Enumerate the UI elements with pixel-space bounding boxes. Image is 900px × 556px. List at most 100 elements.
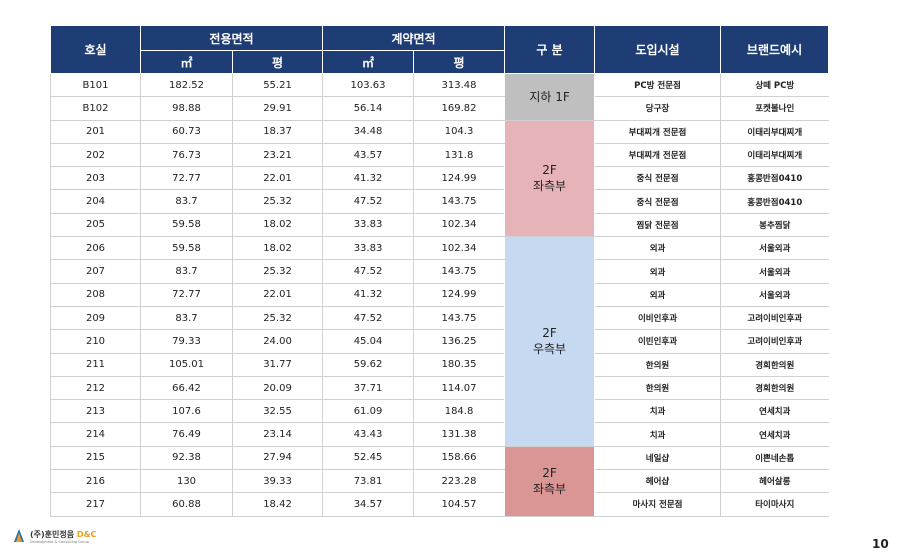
room: 208 <box>50 283 141 307</box>
section-cell: 2F 좌측부 <box>504 446 596 517</box>
exclusive-py: 25.32 <box>231 306 323 331</box>
contract-py: 143.75 <box>413 189 505 214</box>
exclusive-py: 27.94 <box>231 446 323 471</box>
contract-py: 124.99 <box>413 166 505 191</box>
room: 217 <box>50 492 141 517</box>
exclusive-m2: 59.58 <box>140 213 233 238</box>
contract-m2: 33.83 <box>322 236 414 261</box>
exclusive-m2: 182.52 <box>140 73 233 98</box>
facility: 당구장 <box>594 96 721 121</box>
exclusive-m2: 83.7 <box>140 306 233 331</box>
contract-m2: 43.57 <box>322 143 414 168</box>
section-label: 우측부 <box>532 342 567 357</box>
tagline: Development & Consulting Group <box>30 539 89 544</box>
exclusive-m2: 98.88 <box>140 96 233 121</box>
room: 209 <box>50 306 141 331</box>
brand: 헤어살롱 <box>720 469 829 494</box>
table-row: 211 105.01 31.77 59.62 180.35 한의원 경희한의원 <box>50 353 829 377</box>
company-name: (주)훈민정음 <box>30 529 75 539</box>
contract-m2: 34.57 <box>322 492 414 517</box>
facility: 네일샵 <box>594 446 721 471</box>
exclusive-m2: 76.49 <box>140 422 233 447</box>
contract-m2: 43.43 <box>322 422 414 447</box>
exclusive-py: 23.21 <box>231 143 323 168</box>
contract-py: 169.82 <box>413 96 505 121</box>
page-number: 10 <box>872 537 889 551</box>
section-cell: 2F 좌측부 <box>504 120 596 238</box>
contract-py: 102.34 <box>413 236 505 261</box>
contract-m2: 41.32 <box>322 283 414 307</box>
facility: PC방 전문점 <box>594 73 721 98</box>
room: 203 <box>50 166 141 191</box>
facility: 중식 전문점 <box>594 166 721 191</box>
table-row: 210 79.33 24.00 45.04 136.25 이빈인후과 고려이비인후과 <box>50 329 829 354</box>
room: 205 <box>50 213 141 238</box>
exclusive-m2: 83.7 <box>140 189 233 214</box>
table-row: 212 66.42 20.09 37.71 114.07 한의원 경희한의원 <box>50 376 829 401</box>
facility: 치과 <box>594 399 721 424</box>
exclusive-py: 39.33 <box>231 469 323 494</box>
table-row: B101 182.52 55.21 103.63 313.48 지하 1F PC방 전문점 상… <box>50 73 829 121</box>
exclusive-m2: 59.58 <box>140 236 233 261</box>
exclusive-py: 18.02 <box>231 213 323 238</box>
facility: 이빈인후과 <box>594 329 721 354</box>
room: 201 <box>50 120 141 144</box>
brand: 서울외과 <box>720 283 829 307</box>
room: B102 <box>50 96 141 121</box>
table-body: B101 182.52 55.21 103.63 313.48 지하 1F PC방 전문점 상… <box>50 73 829 517</box>
table-row: 203 72.77 22.01 41.32 124.99 중식 전문점 홍콩반점0410 <box>50 166 829 191</box>
contract-m2: 45.04 <box>322 329 414 354</box>
header-cell: 구 분 <box>504 25 596 74</box>
contract-py: 114.07 <box>413 376 505 401</box>
room: 204 <box>50 189 141 214</box>
header-cell: 브랜드예시 <box>720 25 830 74</box>
section-cell: 지하 1F <box>504 73 596 121</box>
unit-cell: 평 <box>413 50 506 74</box>
brand: 서울외과 <box>720 259 829 284</box>
brand: 이태리부대찌개 <box>720 120 829 144</box>
brand: 상떼 PC방 <box>720 73 829 98</box>
brand: 봉추찜닭 <box>720 213 829 238</box>
contract-py: 143.75 <box>413 306 505 331</box>
table-row: 213 107.6 32.55 61.09 184.8 치과 연세치과 <box>50 399 829 424</box>
contract-py: 313.48 <box>413 73 505 98</box>
exclusive-py: 32.55 <box>231 399 323 424</box>
facility: 한의원 <box>594 376 721 401</box>
company: (주)훈민정음 D&C <box>30 529 96 540</box>
room: 202 <box>50 143 141 168</box>
brand: 홍콩반점0410 <box>720 166 829 191</box>
exclusive-m2: 79.33 <box>140 329 233 354</box>
section-label: 2F <box>542 466 557 481</box>
exclusive-m2: 66.42 <box>140 376 233 401</box>
facility: 외과 <box>594 236 721 261</box>
table-row: 206 59.58 18.02 33.83 102.34 2F 우측부 외과 서울외과 <box>50 236 829 447</box>
table-row: 217 60.88 18.42 34.57 104.57 마사지 전문점 타이마사지 <box>50 492 829 517</box>
contract-py: 131.38 <box>413 422 505 447</box>
brand: 이태리부대찌개 <box>720 143 829 168</box>
table-row: 215 92.38 27.94 52.45 158.66 2F 좌측부 네일샵 이쁜네손톱 <box>50 446 829 517</box>
contract-py: 184.8 <box>413 399 505 424</box>
section-label: 지하 1F <box>529 89 570 104</box>
exclusive-m2: 76.73 <box>140 143 233 168</box>
contract-m2: 103.63 <box>322 73 414 98</box>
facility: 이비인후과 <box>594 306 721 331</box>
table-row: 208 72.77 22.01 41.32 124.99 외과 서울외과 <box>50 283 829 307</box>
brand: 경희한의원 <box>720 376 829 401</box>
facility: 부대찌개 전문점 <box>594 143 721 168</box>
contract-m2: 59.62 <box>322 353 414 377</box>
brand: 경희한의원 <box>720 353 829 377</box>
exclusive-m2: 105.01 <box>140 353 233 377</box>
contract-m2: 34.48 <box>322 120 414 144</box>
header-cell: 도입시설 <box>594 25 722 74</box>
facility: 치과 <box>594 422 721 447</box>
brand: 연세치과 <box>720 422 829 447</box>
table-row: 204 83.7 25.32 47.52 143.75 중식 전문점 홍콩반점0410 <box>50 189 829 214</box>
floor-table: 호실 전용면적 계약면적 구 분 도입시설 브랜드예시 ㎡ 평 ㎡ 평 B101… <box>50 25 830 517</box>
contract-m2: 61.09 <box>322 399 414 424</box>
exclusive-py: 55.21 <box>231 73 323 98</box>
contract-m2: 73.81 <box>322 469 414 494</box>
facility: 한의원 <box>594 353 721 377</box>
table-row: B102 98.88 29.91 56.14 169.82 당구장 포켓볼나인 <box>50 96 829 121</box>
unit-cell: ㎡ <box>322 50 415 74</box>
exclusive-py: 25.32 <box>231 259 323 284</box>
